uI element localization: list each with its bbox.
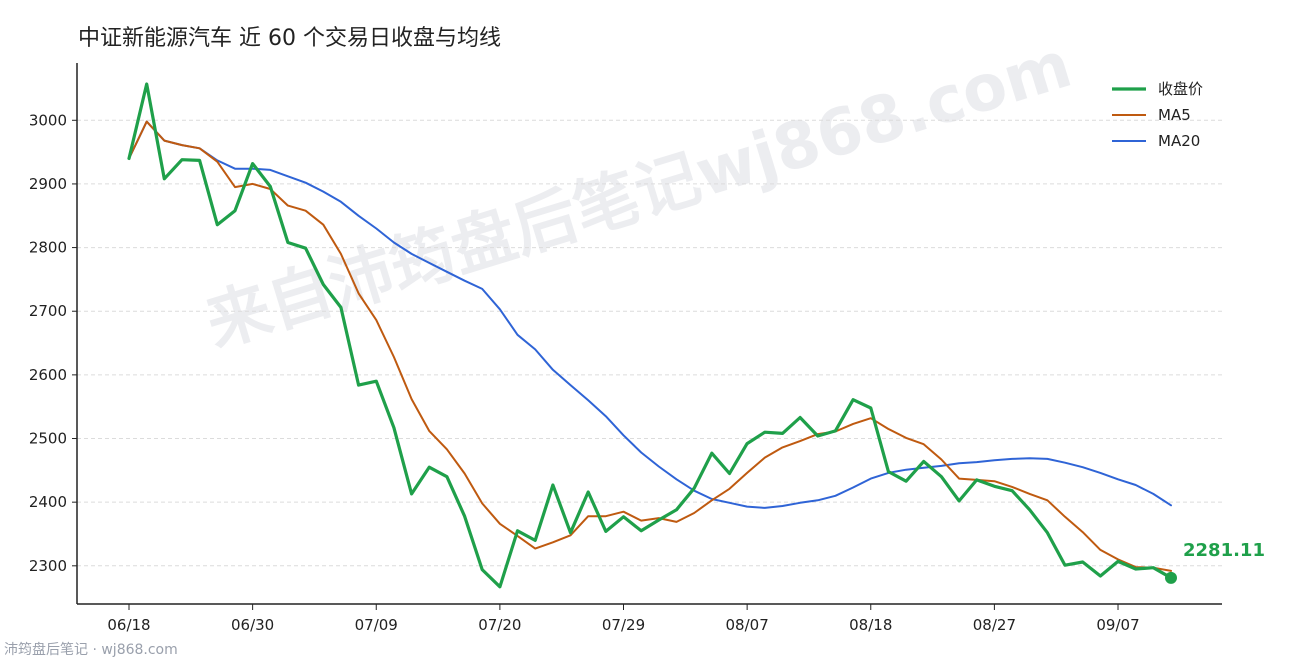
legend: 收盘价 MA5 MA20 <box>1112 80 1203 150</box>
y-tick-label: 3000 <box>29 111 67 129</box>
legend-label: MA5 <box>1158 106 1191 124</box>
x-tick-label: 07/09 <box>355 616 398 634</box>
y-tick-label: 2400 <box>29 493 67 511</box>
y-tick-label: 2700 <box>29 302 67 320</box>
x-axis: 06/18 06/30 07/09 07/20 07/29 08/07 08/18 08/27… <box>77 603 1222 634</box>
series-lines <box>127 82 1173 589</box>
series-line-ma5 <box>128 120 1172 572</box>
y-axis: 2300 2400 2500 2600 2700 2800 2900 3000 <box>29 63 78 604</box>
x-tick-label: 07/20 <box>478 616 521 634</box>
x-tick-label: 06/30 <box>231 616 274 634</box>
grid-lines <box>77 119 1222 567</box>
y-tick-label: 2500 <box>29 430 67 448</box>
x-tick-label: 08/07 <box>726 616 769 634</box>
last-close-label: 2281.11 <box>1183 540 1265 561</box>
y-tick-label: 2800 <box>29 239 67 257</box>
last-close-point <box>1165 571 1177 584</box>
x-tick-label: 08/27 <box>973 616 1016 634</box>
chart-title: 中证新能源汽车 近 60 个交易日收盘与均线 <box>78 26 501 51</box>
x-tick-label: 09/07 <box>1096 616 1139 634</box>
y-tick-label: 2600 <box>29 366 67 384</box>
x-tick-label: 07/29 <box>602 616 645 634</box>
x-tick-label: 06/18 <box>107 616 150 634</box>
y-tick-label: 2900 <box>29 175 67 193</box>
source-note: 沛筠盘后笔记 · wj868.com <box>4 641 178 658</box>
series-line-close <box>127 82 1173 589</box>
legend-label: 收盘价 <box>1158 80 1203 98</box>
y-tick-label: 2300 <box>29 557 67 575</box>
series-line-ma20 <box>128 120 1172 509</box>
legend-label: MA20 <box>1158 132 1200 150</box>
end-marker: 2281.11 <box>1165 540 1265 584</box>
x-tick-label: 08/18 <box>849 616 892 634</box>
